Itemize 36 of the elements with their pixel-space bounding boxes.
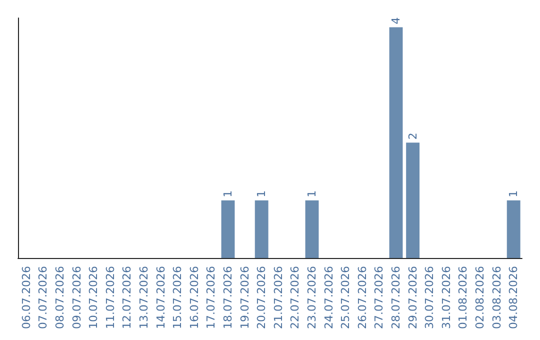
x-tick-label: 07.07.2026 xyxy=(36,266,50,330)
x-tick-label: 12.07.2026 xyxy=(120,266,134,330)
x-tick-label: 18.07.2026 xyxy=(222,266,234,330)
x-tick-label: 29.07.2026 xyxy=(406,266,420,330)
x-tick-label: 01.08.2026 xyxy=(456,266,470,330)
x-tick-label: 25.07.2026 xyxy=(339,266,352,330)
x-tick-label: 09.07.2026 xyxy=(70,266,84,330)
x-tick-label: 17.07.2026 xyxy=(204,266,218,330)
x-tick-label: 16.07.2026 xyxy=(188,266,201,330)
x-tick-label: 11.07.2026 xyxy=(104,266,117,330)
data-label: 4 xyxy=(390,17,402,24)
x-tick-label: 19.07.2026 xyxy=(238,266,252,330)
x-tick-label: 23.07.2026 xyxy=(306,266,318,330)
x-tick-label: 21.07.2026 xyxy=(272,266,285,330)
x-tick-label: 03.08.2026 xyxy=(490,266,504,330)
x-tick-label: 22.07.2026 xyxy=(288,266,302,330)
data-label: 2 xyxy=(406,132,420,140)
x-tick-label: 10.07.2026 xyxy=(87,266,100,330)
x-tick-label: 24.07.2026 xyxy=(322,266,336,330)
x-tick-label: 02.08.2026 xyxy=(474,266,486,330)
x-tick-label: 28.07.2026 xyxy=(390,266,402,330)
x-tick-label: 06.07.2026 xyxy=(20,266,33,330)
x-tick-label: 26.07.2026 xyxy=(356,266,369,330)
x-tick-label: 08.07.2026 xyxy=(54,266,66,330)
data-label: 1 xyxy=(222,190,234,198)
x-tick-label: 13.07.2026 xyxy=(138,266,150,330)
x-tick-label: 30.07.2026 xyxy=(423,266,436,330)
x-tick-label: 14.07.2026 xyxy=(154,266,168,330)
x-tick-label: 31.07.2026 xyxy=(440,266,453,330)
x-tick-label: 20.07.2026 xyxy=(255,266,268,330)
x-tick-label: 04.08.2026 xyxy=(507,266,520,330)
x-tick-label: 15.07.2026 xyxy=(171,266,184,330)
data-label: 1 xyxy=(507,190,520,198)
data-label: 1 xyxy=(306,190,318,198)
data-label: 1 xyxy=(255,190,268,198)
x-tick-label: 27.07.2026 xyxy=(372,266,386,330)
